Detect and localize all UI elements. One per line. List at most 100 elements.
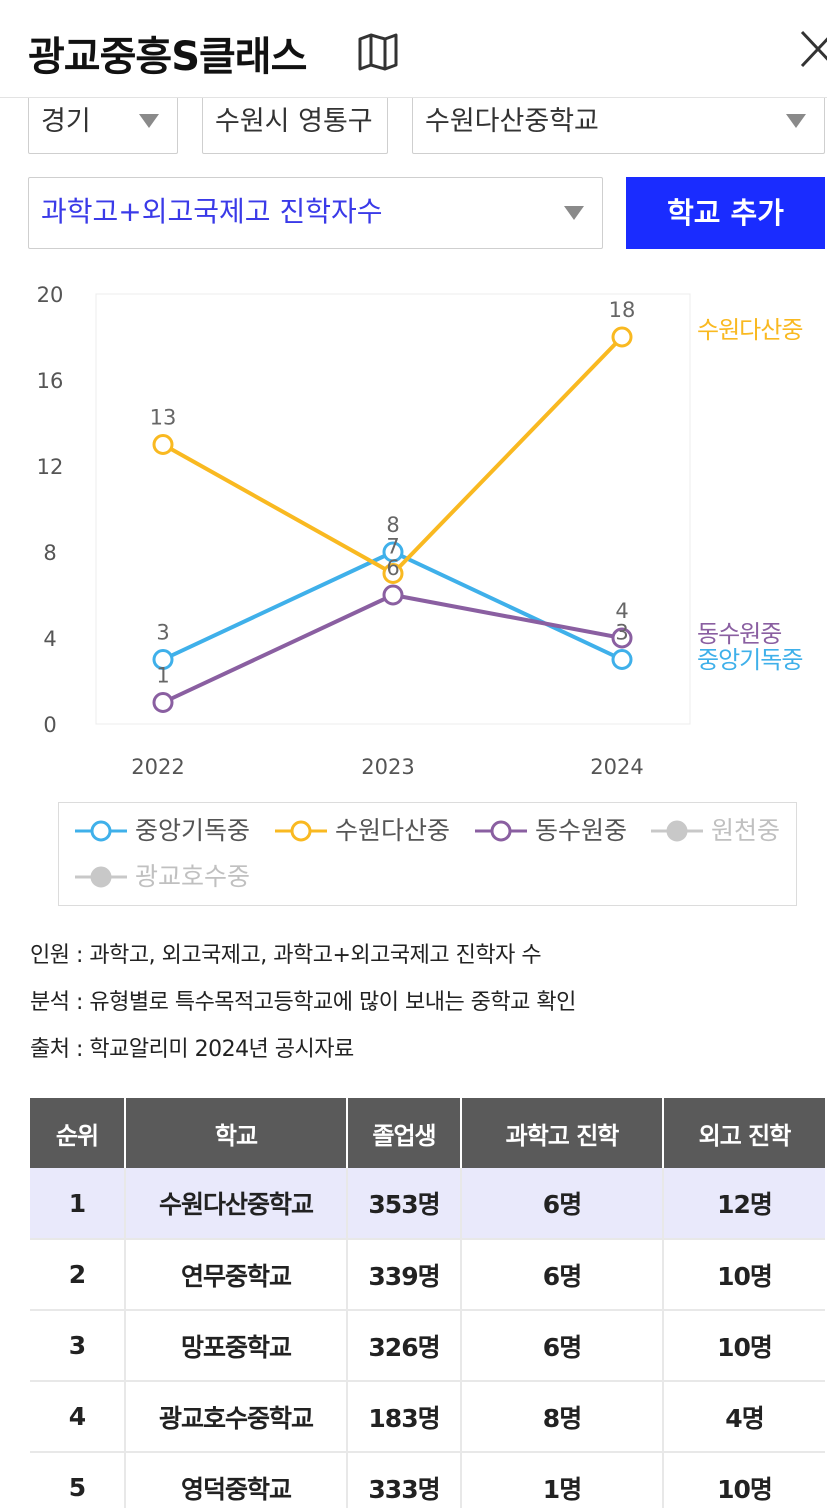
cell-foreign: 10명: [663, 1239, 825, 1311]
cell-graduates: 339명: [347, 1239, 462, 1311]
data-point: [382, 563, 404, 584]
cell-science: 6명: [461, 1168, 664, 1240]
map-book-icon[interactable]: [357, 33, 399, 71]
data-label: 4: [615, 599, 628, 623]
cell-rank: 1: [30, 1168, 126, 1240]
cell-foreign: 10명: [663, 1452, 825, 1508]
data-point: [611, 326, 633, 348]
cell-graduates: 326명: [347, 1310, 462, 1382]
data-label: 13: [150, 406, 177, 430]
data-label: 18: [609, 298, 636, 322]
cell-school: 광교호수중학교: [125, 1381, 348, 1453]
table-header-row: 순위 학교 졸업생 과학고 진학 외고 진학: [30, 1098, 825, 1168]
table-row[interactable]: 3 망포중학교 326명 6명 10명: [30, 1310, 825, 1382]
data-label: 3: [156, 621, 169, 645]
table-row[interactable]: 2 연무중학교 339명 6명 10명: [30, 1239, 825, 1311]
cell-foreign: 12명: [663, 1168, 825, 1240]
cell-science: 6명: [461, 1310, 664, 1382]
x-tick-label: 2024: [590, 755, 643, 779]
cell-school: 수원다산중학교: [125, 1168, 348, 1240]
app-header: 광교중흥S클래스: [0, 0, 827, 98]
data-label: 8: [386, 513, 399, 537]
data-point: [611, 627, 633, 649]
data-point: [611, 649, 633, 670]
page-title: 광교중흥S클래스: [28, 34, 307, 80]
province-value: 경기: [41, 106, 91, 137]
cell-rank: 5: [30, 1452, 126, 1508]
cell-science: 8명: [461, 1381, 664, 1453]
cell-rank: 3: [30, 1310, 126, 1382]
chevron-down-icon: [139, 114, 159, 128]
metric-select[interactable]: 과학고+외고국제고 진학자수: [28, 177, 603, 249]
y-tick-label: 8: [43, 541, 56, 565]
legend-marker-icon: [651, 820, 703, 842]
series-end-label: 중앙기독중: [697, 646, 802, 674]
legend-marker-icon: [75, 866, 127, 888]
data-label: 6: [386, 556, 399, 580]
cell-science: 1명: [461, 1452, 664, 1508]
header-rank: 순위: [30, 1098, 126, 1168]
legend-label: 광교호수중: [135, 862, 251, 891]
metric-value: 과학고+외고국제고 진학자수: [41, 195, 383, 228]
header-graduates: 졸업생: [347, 1098, 462, 1168]
chevron-down-icon: [786, 114, 806, 128]
legend-label: 중앙기독중: [135, 816, 251, 845]
y-tick-label: 4: [43, 627, 56, 651]
legend-marker-icon: [475, 820, 527, 842]
cell-rank: 4: [30, 1381, 126, 1453]
header-science: 과학고 진학: [461, 1098, 664, 1168]
table-row[interactable]: 1 수원다산중학교 353명 6명 12명: [30, 1168, 825, 1240]
cell-graduates: 183명: [347, 1381, 462, 1453]
legend-label: 수원다산중: [335, 816, 451, 845]
legend-label: 원천중: [711, 816, 781, 845]
line-chart: 0 4 8 12 16 20 2022 2023 2024 3 8 3 중앙기독중 13 7 18 수원다산중 1…: [0, 270, 827, 790]
data-point: [152, 434, 174, 455]
x-tick-label: 2022: [131, 755, 184, 779]
legend-marker-icon: [75, 820, 127, 842]
cell-school: 망포중학교: [125, 1310, 348, 1382]
cell-graduates: 333명: [347, 1452, 462, 1508]
data-label: 7: [386, 535, 399, 559]
cell-school: 영덕중학교: [125, 1452, 348, 1508]
data-point: [152, 692, 174, 713]
table-row[interactable]: 4 광교호수중학교 183명 8명 4명: [30, 1381, 825, 1453]
add-school-button[interactable]: 학교 추가: [626, 177, 825, 249]
cell-graduates: 353명: [347, 1168, 462, 1240]
note-population: 인원 : 과학고, 외고국제고, 과학고+외고국제고 진학자 수: [30, 943, 542, 968]
plot-area: [95, 293, 691, 725]
data-point: [382, 541, 404, 563]
district-value: 수원시 영통구: [215, 106, 373, 137]
data-label: 1: [156, 664, 169, 688]
y-tick-label: 16: [37, 369, 64, 393]
district-select[interactable]: 수원시 영통구: [202, 98, 388, 154]
cell-science: 6명: [461, 1239, 664, 1311]
cell-rank: 2: [30, 1239, 126, 1311]
cell-school: 연무중학교: [125, 1239, 348, 1311]
series-line: [162, 592, 623, 705]
header-school: 학교: [125, 1098, 348, 1168]
ranking-table: 순위 학교 졸업생 과학고 진학 외고 진학 1 수원다산중학교 353명 6명 12명…: [30, 1098, 825, 1508]
province-select[interactable]: 경기: [28, 98, 178, 154]
header-foreign: 외고 진학: [663, 1098, 825, 1168]
school-value: 수원다산중학교: [425, 106, 599, 137]
close-icon[interactable]: [796, 26, 827, 72]
series-end-label: 동수원중: [697, 620, 781, 648]
x-tick-label: 2023: [361, 755, 414, 779]
chart-notes: 인원 : 과학고, 외고국제고, 과학고+외고국제고 진학자 수 분석 : 유형…: [30, 932, 820, 1073]
table-row[interactable]: 5 영덕중학교 333명 1명 10명: [30, 1452, 825, 1508]
data-point: [152, 649, 174, 670]
legend-label: 동수원중: [535, 816, 628, 845]
school-select[interactable]: 수원다산중학교: [412, 98, 825, 154]
y-tick-label: 12: [37, 455, 64, 479]
series-end-label: 수원다산중: [697, 316, 802, 344]
data-point: [382, 584, 404, 606]
y-tick-label: 20: [37, 283, 64, 307]
y-tick-label: 0: [43, 713, 56, 737]
note-analysis: 분석 : 유형별로 특수목적고등학교에 많이 보내는 중학교 확인: [30, 990, 576, 1015]
data-label: 3: [615, 621, 628, 645]
cell-foreign: 10명: [663, 1310, 825, 1382]
chevron-down-icon: [564, 206, 584, 220]
cell-foreign: 4명: [663, 1381, 825, 1453]
